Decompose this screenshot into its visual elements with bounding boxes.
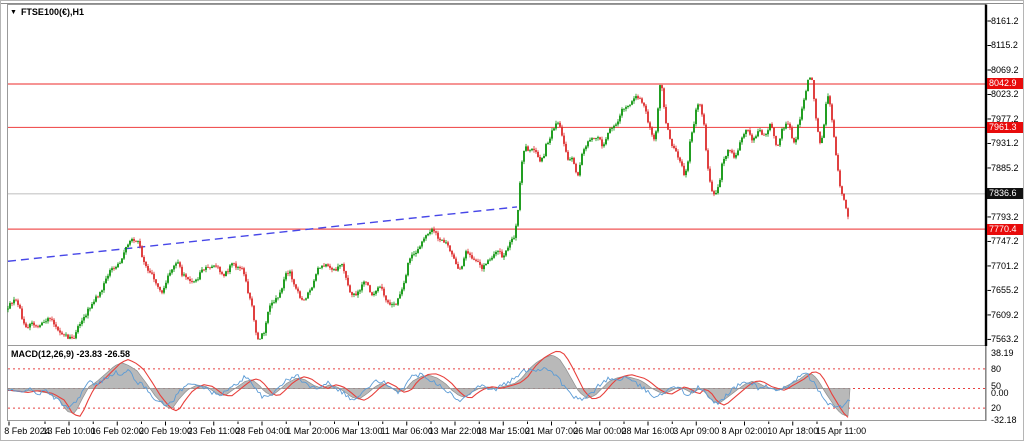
time-tick-label: 1 Mar 20:00	[286, 426, 335, 436]
macd-max-label: 38.19	[991, 348, 1014, 359]
time-tick-label: 23 Feb 11:00	[187, 426, 240, 436]
time-tick-label: 20 Feb 19:00	[138, 426, 193, 436]
oscillator-line	[7, 366, 851, 410]
macd-level-label: 80	[991, 363, 1002, 374]
time-tick-label: 21 Mar 07:00	[524, 426, 579, 436]
price-tick-label: 8069.2	[991, 64, 1019, 75]
current-price-badge: 7836.6	[987, 188, 1023, 200]
level-price-badge: 7770.4	[987, 223, 1023, 235]
price-tick-label: 7655.2	[991, 285, 1019, 296]
time-tick-label: 16 Feb 02:00	[90, 426, 144, 436]
macd-level-label: 20	[991, 403, 1002, 414]
price-tick-label: 7931.2	[991, 138, 1019, 149]
chevron-down-icon: ▼	[10, 8, 17, 16]
time-tick-label: 18 Mar 15:00	[476, 426, 530, 436]
price-tick-label: 7609.2	[991, 309, 1019, 320]
time-tick-label: 13 Mar 22:00	[428, 426, 482, 436]
panel-frames	[1, 3, 1023, 421]
symbol-label: FTSE100(€),H1	[20, 7, 84, 17]
price-tick-label: 8115.2	[991, 40, 1018, 51]
indicator-label: MACD(12,26,9) -23.83 -26.58	[11, 349, 131, 359]
symbol-selector[interactable]: ▼ FTSE100(€),H1	[10, 7, 84, 17]
axis-borders	[984, 4, 991, 421]
price-tick-label: 8023.2	[991, 89, 1019, 100]
time-tick-label: 3 Apr 09:00	[673, 426, 720, 436]
time-tick-label: 11 Mar 06:00	[380, 426, 433, 436]
macd-level-label: 50	[991, 380, 1002, 391]
time-tick-label: 15 Apr 11:00	[815, 426, 867, 436]
macd-histogram	[7, 354, 851, 417]
price-level-lines	[8, 83, 985, 230]
price-tick-label: 7747.2	[991, 236, 1019, 247]
price-tick-label: 7793.2	[991, 211, 1019, 222]
time-tick-label: 8 Feb 2024	[4, 426, 50, 436]
level-price-badge: 7961.3	[987, 121, 1023, 133]
time-tick-label: 8 Apr 02:00	[721, 426, 768, 436]
macd-min-label: -32.18	[991, 415, 1017, 426]
macd-signal-line	[8, 350, 849, 418]
trendline	[7, 206, 518, 262]
price-tick-label: 8161.2	[991, 16, 1019, 26]
level-price-badge: 8042.9	[987, 78, 1023, 90]
price-tick-label: 7885.2	[991, 162, 1019, 173]
time-tick-label: 28 Mar 16:00	[621, 426, 675, 436]
price-tick-label: 7563.2	[991, 334, 1019, 345]
macd-zero-label: 0.00	[991, 387, 1009, 398]
time-tick-label: 10 Apr 18:00	[767, 426, 819, 436]
time-tick-label: 26 Mar 00:00	[573, 426, 627, 436]
candlesticks	[7, 77, 849, 340]
time-tick-label: 13 Feb 10:00	[42, 426, 96, 436]
time-axis-ticks	[8, 421, 842, 426]
time-tick-label: 28 Feb 04:00	[235, 426, 289, 436]
time-tick-label: 6 Mar 13:00	[334, 426, 383, 436]
price-tick-label: 7701.2	[991, 260, 1019, 271]
price-tick-label: 7977.2	[991, 113, 1019, 124]
